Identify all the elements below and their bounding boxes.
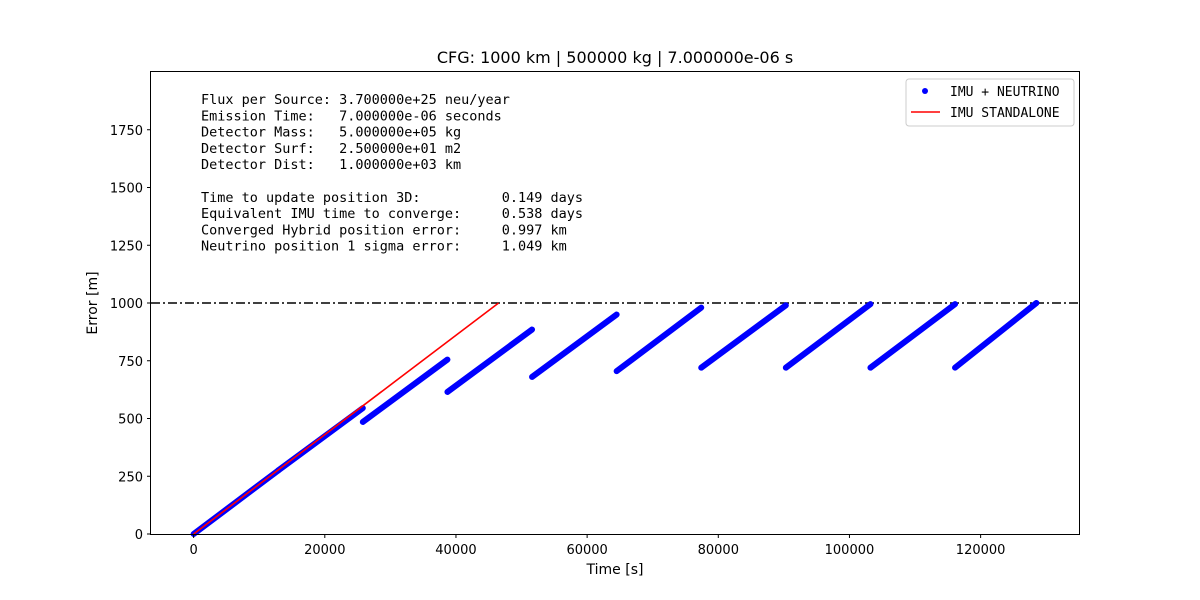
legend-label-imu-standalone: IMU STANDALONE	[950, 106, 1060, 121]
x-tick-label: 40000	[435, 543, 476, 558]
y-tick-label: 0	[135, 528, 143, 543]
annotation-line: Converged Hybrid position error: 0.997 k…	[201, 222, 567, 238]
imu-neutrino-segment-3	[359, 356, 451, 425]
legend-label-imu-neutrino: IMU + NEUTRINO	[950, 85, 1060, 100]
chart-title: CFG: 1000 km | 500000 kg | 7.000000e-06 …	[437, 48, 793, 67]
legend-marker-imu-neutrino	[922, 88, 928, 94]
x-tick-label: 80000	[698, 543, 739, 558]
y-axis-label: Error [m]	[85, 271, 101, 334]
legend-box	[905, 78, 1075, 127]
annotation-line: Neutrino position 1 sigma error: 1.049 k…	[201, 239, 567, 255]
x-tick-label: 120000	[956, 543, 1006, 558]
y-tick-label: 250	[118, 470, 143, 485]
annotation-line: Detector Surf: 2.500000e+01 m2	[201, 141, 461, 157]
imu-neutrino-segment-9	[867, 301, 959, 371]
annotation-line: Emission Time: 7.000000e-06 seconds	[201, 108, 502, 124]
x-tick-label: 100000	[825, 543, 875, 558]
y-tick-label: 1000	[110, 297, 143, 312]
legend: IMU + NEUTRINO IMU STANDALONE	[905, 78, 1075, 127]
plot-area	[151, 300, 1079, 537]
x-tick-label: 60000	[566, 543, 607, 558]
imu-neutrino-segment-10	[952, 300, 1040, 371]
x-axis: 0 20000 40000 60000 80000 100000 120000	[189, 534, 1005, 558]
imu-standalone-line	[193, 302, 500, 535]
y-tick-label: 750	[118, 355, 143, 370]
annotation-line: Time to update position 3D: 0.149 days	[201, 190, 583, 206]
annotation-line: Detector Mass: 5.000000e+05 kg	[201, 125, 461, 141]
imu-neutrino-segment-5	[529, 311, 620, 380]
annotation-line: Equivalent IMU time to converge: 0.538 d…	[201, 206, 583, 222]
imu-neutrino-segment-7	[698, 302, 789, 371]
imu-neutrino-segment-8	[782, 301, 874, 371]
x-tick-label: 0	[189, 543, 197, 558]
y-axis: 0 250 500 750 1000 1250 1500 1750	[110, 124, 151, 543]
imu-neutrino-segment-4	[444, 326, 536, 395]
y-tick-label: 1500	[110, 182, 143, 197]
x-axis-label: Time [s]	[586, 562, 644, 578]
annotation-text-block: Flux per Source: 3.700000e+25 neu/yearEm…	[201, 92, 583, 255]
annotation-line: Detector Dist: 1.000000e+03 km	[201, 157, 461, 173]
y-tick-label: 1750	[110, 124, 143, 139]
y-tick-label: 1250	[110, 239, 143, 254]
imu-neutrino-segment-6	[613, 304, 705, 375]
x-tick-label: 20000	[304, 543, 345, 558]
annotation-line: Flux per Source: 3.700000e+25 neu/year	[201, 92, 510, 108]
y-tick-label: 500	[118, 413, 143, 428]
plot-frame	[150, 71, 1080, 535]
